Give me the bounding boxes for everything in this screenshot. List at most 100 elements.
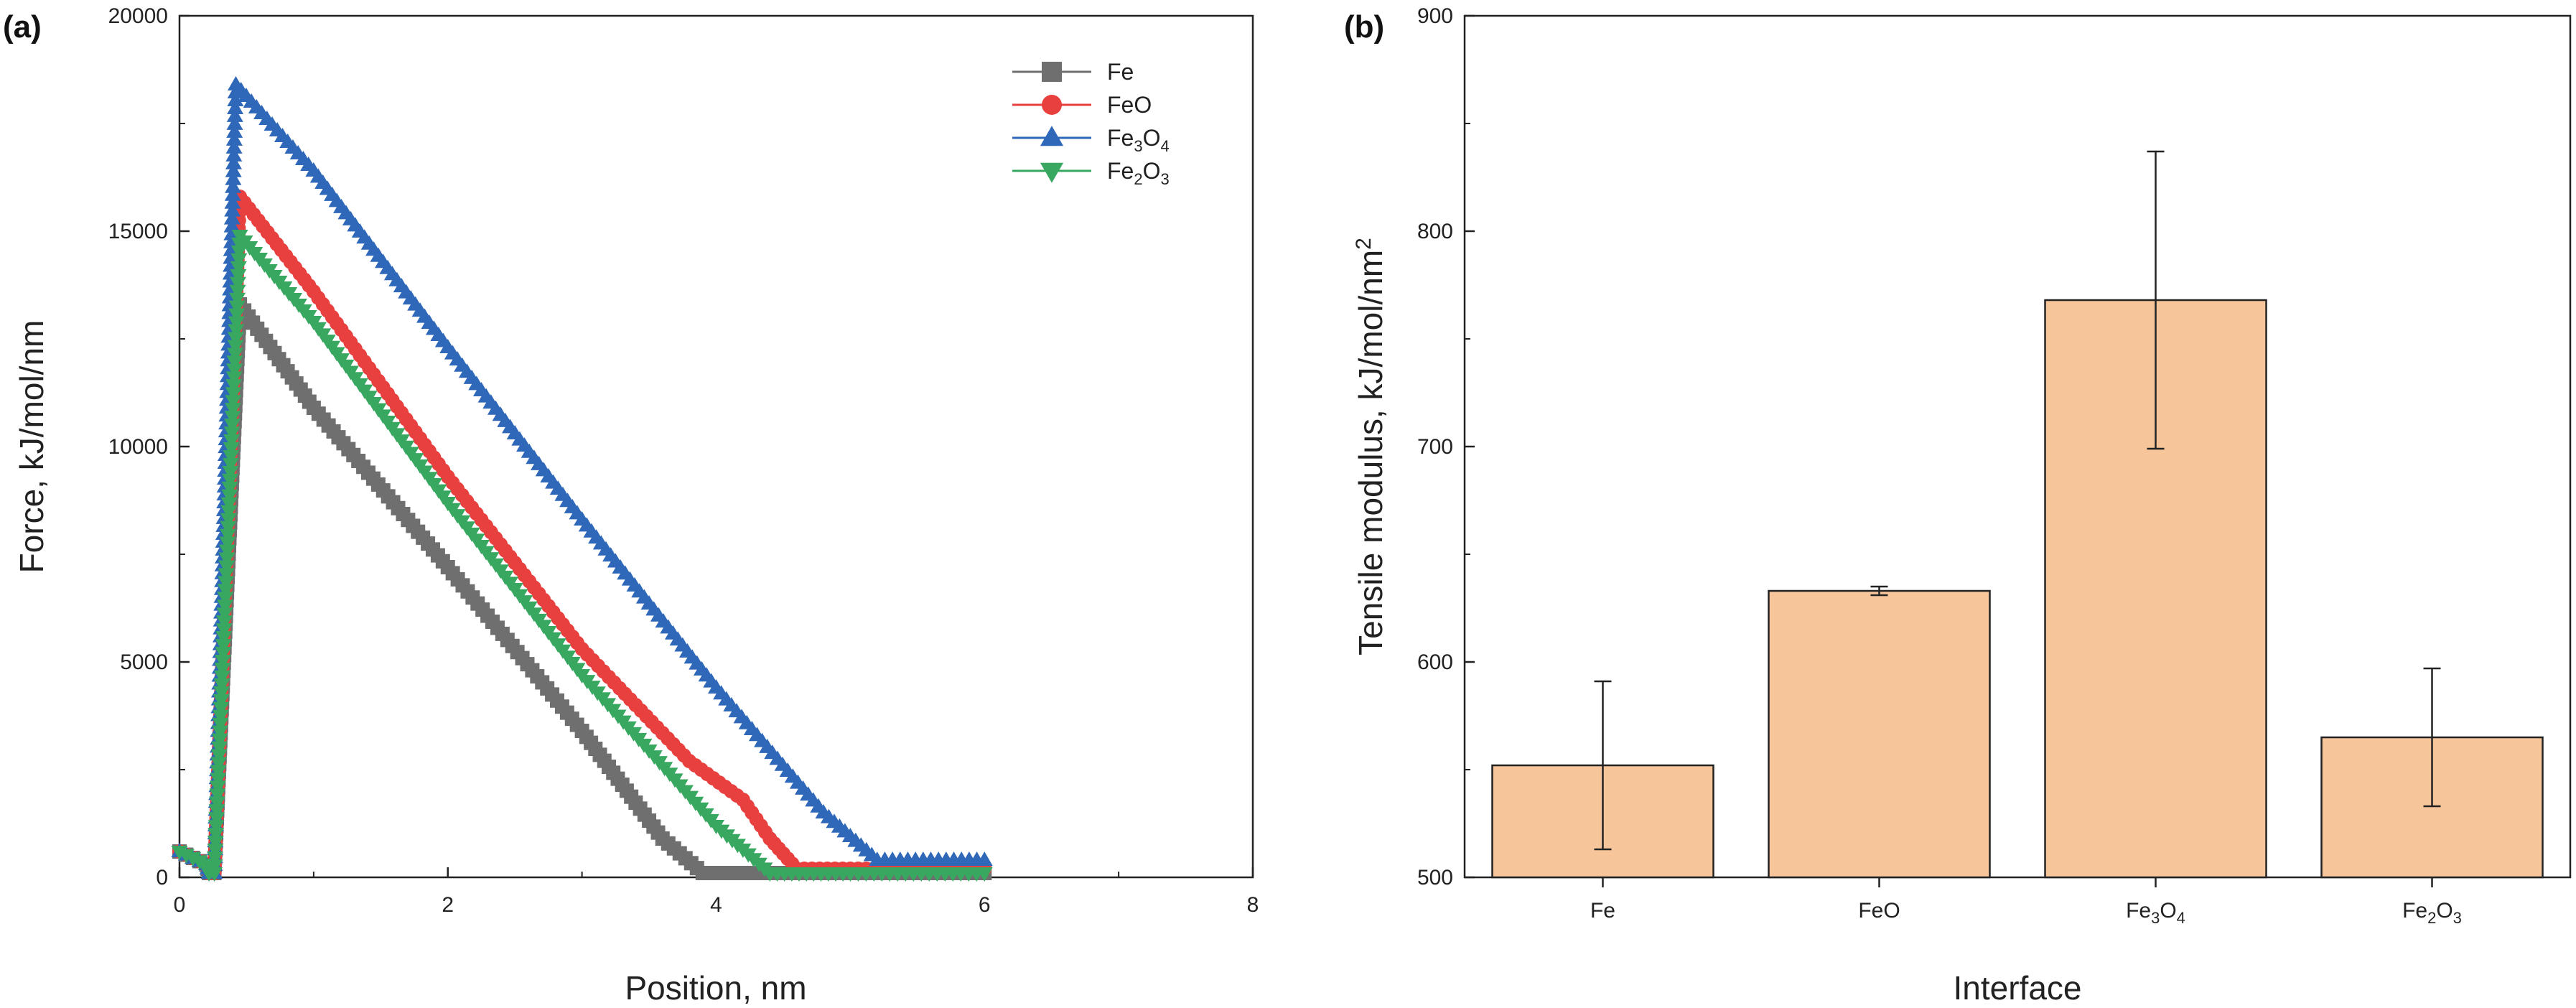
data-point-Fe2O3: [208, 804, 225, 819]
y-tick-label: 600: [1417, 650, 1453, 674]
data-point-Fe2O3: [224, 403, 241, 418]
series-line-Fe2O3: [179, 233, 985, 874]
data-point-Fe2O3: [207, 844, 224, 859]
data-point-Fe3O4: [227, 99, 244, 114]
panel-b-y-axis-label: Tensile modulus, kJ/mol/nm2: [1352, 238, 1389, 655]
legend-marker-icon: [1042, 95, 1062, 115]
y-tick-label: 900: [1417, 4, 1453, 28]
data-point-Fe2O3: [215, 623, 233, 638]
data-point-Fe2O3: [223, 449, 240, 465]
y-tick-label: 15000: [108, 220, 168, 243]
data-point-Fe2O3: [220, 497, 238, 512]
x-tick-label: 0: [174, 893, 186, 917]
data-point-Fe3O4: [224, 202, 241, 217]
data-point-Fe3O4: [226, 123, 243, 138]
series-line-FeO: [179, 193, 985, 874]
x-tick-label: Fe: [1590, 899, 1615, 923]
data-point-Fe2O3: [225, 371, 243, 386]
x-tick-label: 6: [979, 893, 991, 917]
data-point-Fe3O4: [225, 162, 242, 177]
data-point-Fe3O4: [225, 154, 242, 169]
data-point-Fe2O3: [219, 528, 236, 543]
data-point-Fe2O3: [223, 434, 241, 449]
y-tick-label: 700: [1417, 435, 1453, 459]
panel-b-bars: Fe FeO Fe3O4 Fe2O3: [1491, 150, 2544, 927]
data-point-Fe3O4: [225, 146, 243, 162]
y-tick-label: 500: [1417, 866, 1453, 890]
data-point-Fe2O3: [225, 379, 243, 394]
data-point-Fe2O3: [228, 316, 245, 331]
panel-label-b: (b): [1344, 9, 1384, 45]
data-point-Fe2O3: [218, 552, 235, 567]
data-point-Fe2O3: [227, 347, 244, 363]
data-point-Fe2O3: [210, 757, 228, 772]
data-point-Fe2O3: [214, 655, 231, 669]
data-point-Fe2O3: [218, 560, 235, 575]
y-tick-label: 0: [156, 866, 168, 890]
data-point-Fe3O4: [226, 115, 243, 130]
data-point-Fe2O3: [216, 615, 233, 630]
data-point-Fe2O3: [207, 828, 225, 843]
bar-FeO: [1768, 589, 1991, 879]
data-point-Fe2O3: [230, 261, 247, 276]
data-point-Fe2O3: [210, 773, 227, 788]
legend-label: Fe: [1107, 59, 1134, 85]
panel-a-force-position-chart: (a) 0 2 4 6 8 0 5000 10000 15000 20000 Position, …: [3, 4, 1259, 1007]
legend-marker-icon: [1042, 62, 1062, 82]
data-point-Fe3O4: [224, 194, 241, 209]
data-point-Fe2O3: [221, 489, 238, 504]
data-point-Fe3O4: [224, 186, 241, 201]
panel-label-a: (a): [3, 9, 42, 45]
data-point-Fe2O3: [207, 836, 224, 851]
bar-group-Fe3O4: Fe3O4: [2044, 150, 2267, 927]
data-point-Fe2O3: [208, 812, 225, 827]
data-point-Fe2O3: [220, 513, 237, 528]
data-point-Fe2O3: [976, 867, 993, 882]
data-point-Fe2O3: [226, 355, 243, 370]
data-point-Fe2O3: [211, 741, 228, 756]
data-point-Fe2O3: [230, 269, 247, 284]
data-point-Fe2O3: [229, 292, 246, 307]
data-point-Fe2O3: [212, 709, 229, 724]
data-point-Fe2O3: [210, 765, 227, 780]
data-point-Fe2O3: [219, 544, 236, 559]
legend-marker-icon: [1040, 162, 1064, 183]
data-point-Fe3O4: [225, 131, 243, 146]
x-tick-label: 4: [710, 893, 722, 917]
data-point-Fe2O3: [212, 717, 229, 732]
data-point-Fe2O3: [214, 662, 231, 677]
legend-entry-Fe3O4: Fe3O4: [1012, 125, 1170, 155]
y-tick-label: 10000: [108, 435, 168, 459]
x-tick-label: 2: [442, 893, 454, 917]
data-point-Fe2O3: [222, 465, 239, 480]
data-point-Fe2O3: [211, 733, 228, 748]
data-point-Fe2O3: [211, 725, 228, 740]
data-point-Fe2O3: [209, 796, 226, 811]
data-point-Fe2O3: [215, 631, 233, 646]
data-point-Fe3O4: [225, 170, 242, 185]
data-point-Fe2O3: [215, 647, 232, 662]
data-point-Fe2O3: [225, 387, 242, 402]
data-point-Fe2O3: [225, 395, 242, 410]
bar-group-FeO: FeO: [1768, 585, 1991, 923]
data-point-Fe3O4: [225, 178, 242, 193]
data-point-Fe2O3: [229, 284, 246, 299]
data-point-Fe2O3: [221, 481, 238, 496]
panel-b-x-axis-label: Interface: [1954, 969, 2082, 1007]
data-point-Fe2O3: [214, 670, 231, 685]
data-point-Fe2O3: [213, 678, 230, 693]
data-point-Fe3O4: [226, 107, 243, 122]
data-point-Fe2O3: [209, 788, 226, 803]
data-point-Fe3O4: [223, 210, 241, 225]
data-point-Fe2O3: [217, 584, 234, 599]
data-point-Fe2O3: [217, 592, 234, 607]
data-point-Fe2O3: [228, 308, 246, 323]
legend-label: FeO: [1107, 92, 1152, 118]
data-point-Fe2O3: [223, 442, 240, 457]
data-point-Fe2O3: [206, 867, 223, 882]
data-point-Fe2O3: [213, 686, 230, 701]
data-point-Fe2O3: [222, 473, 239, 488]
data-point-Fe2O3: [228, 300, 246, 315]
data-point-Fe2O3: [213, 701, 230, 717]
